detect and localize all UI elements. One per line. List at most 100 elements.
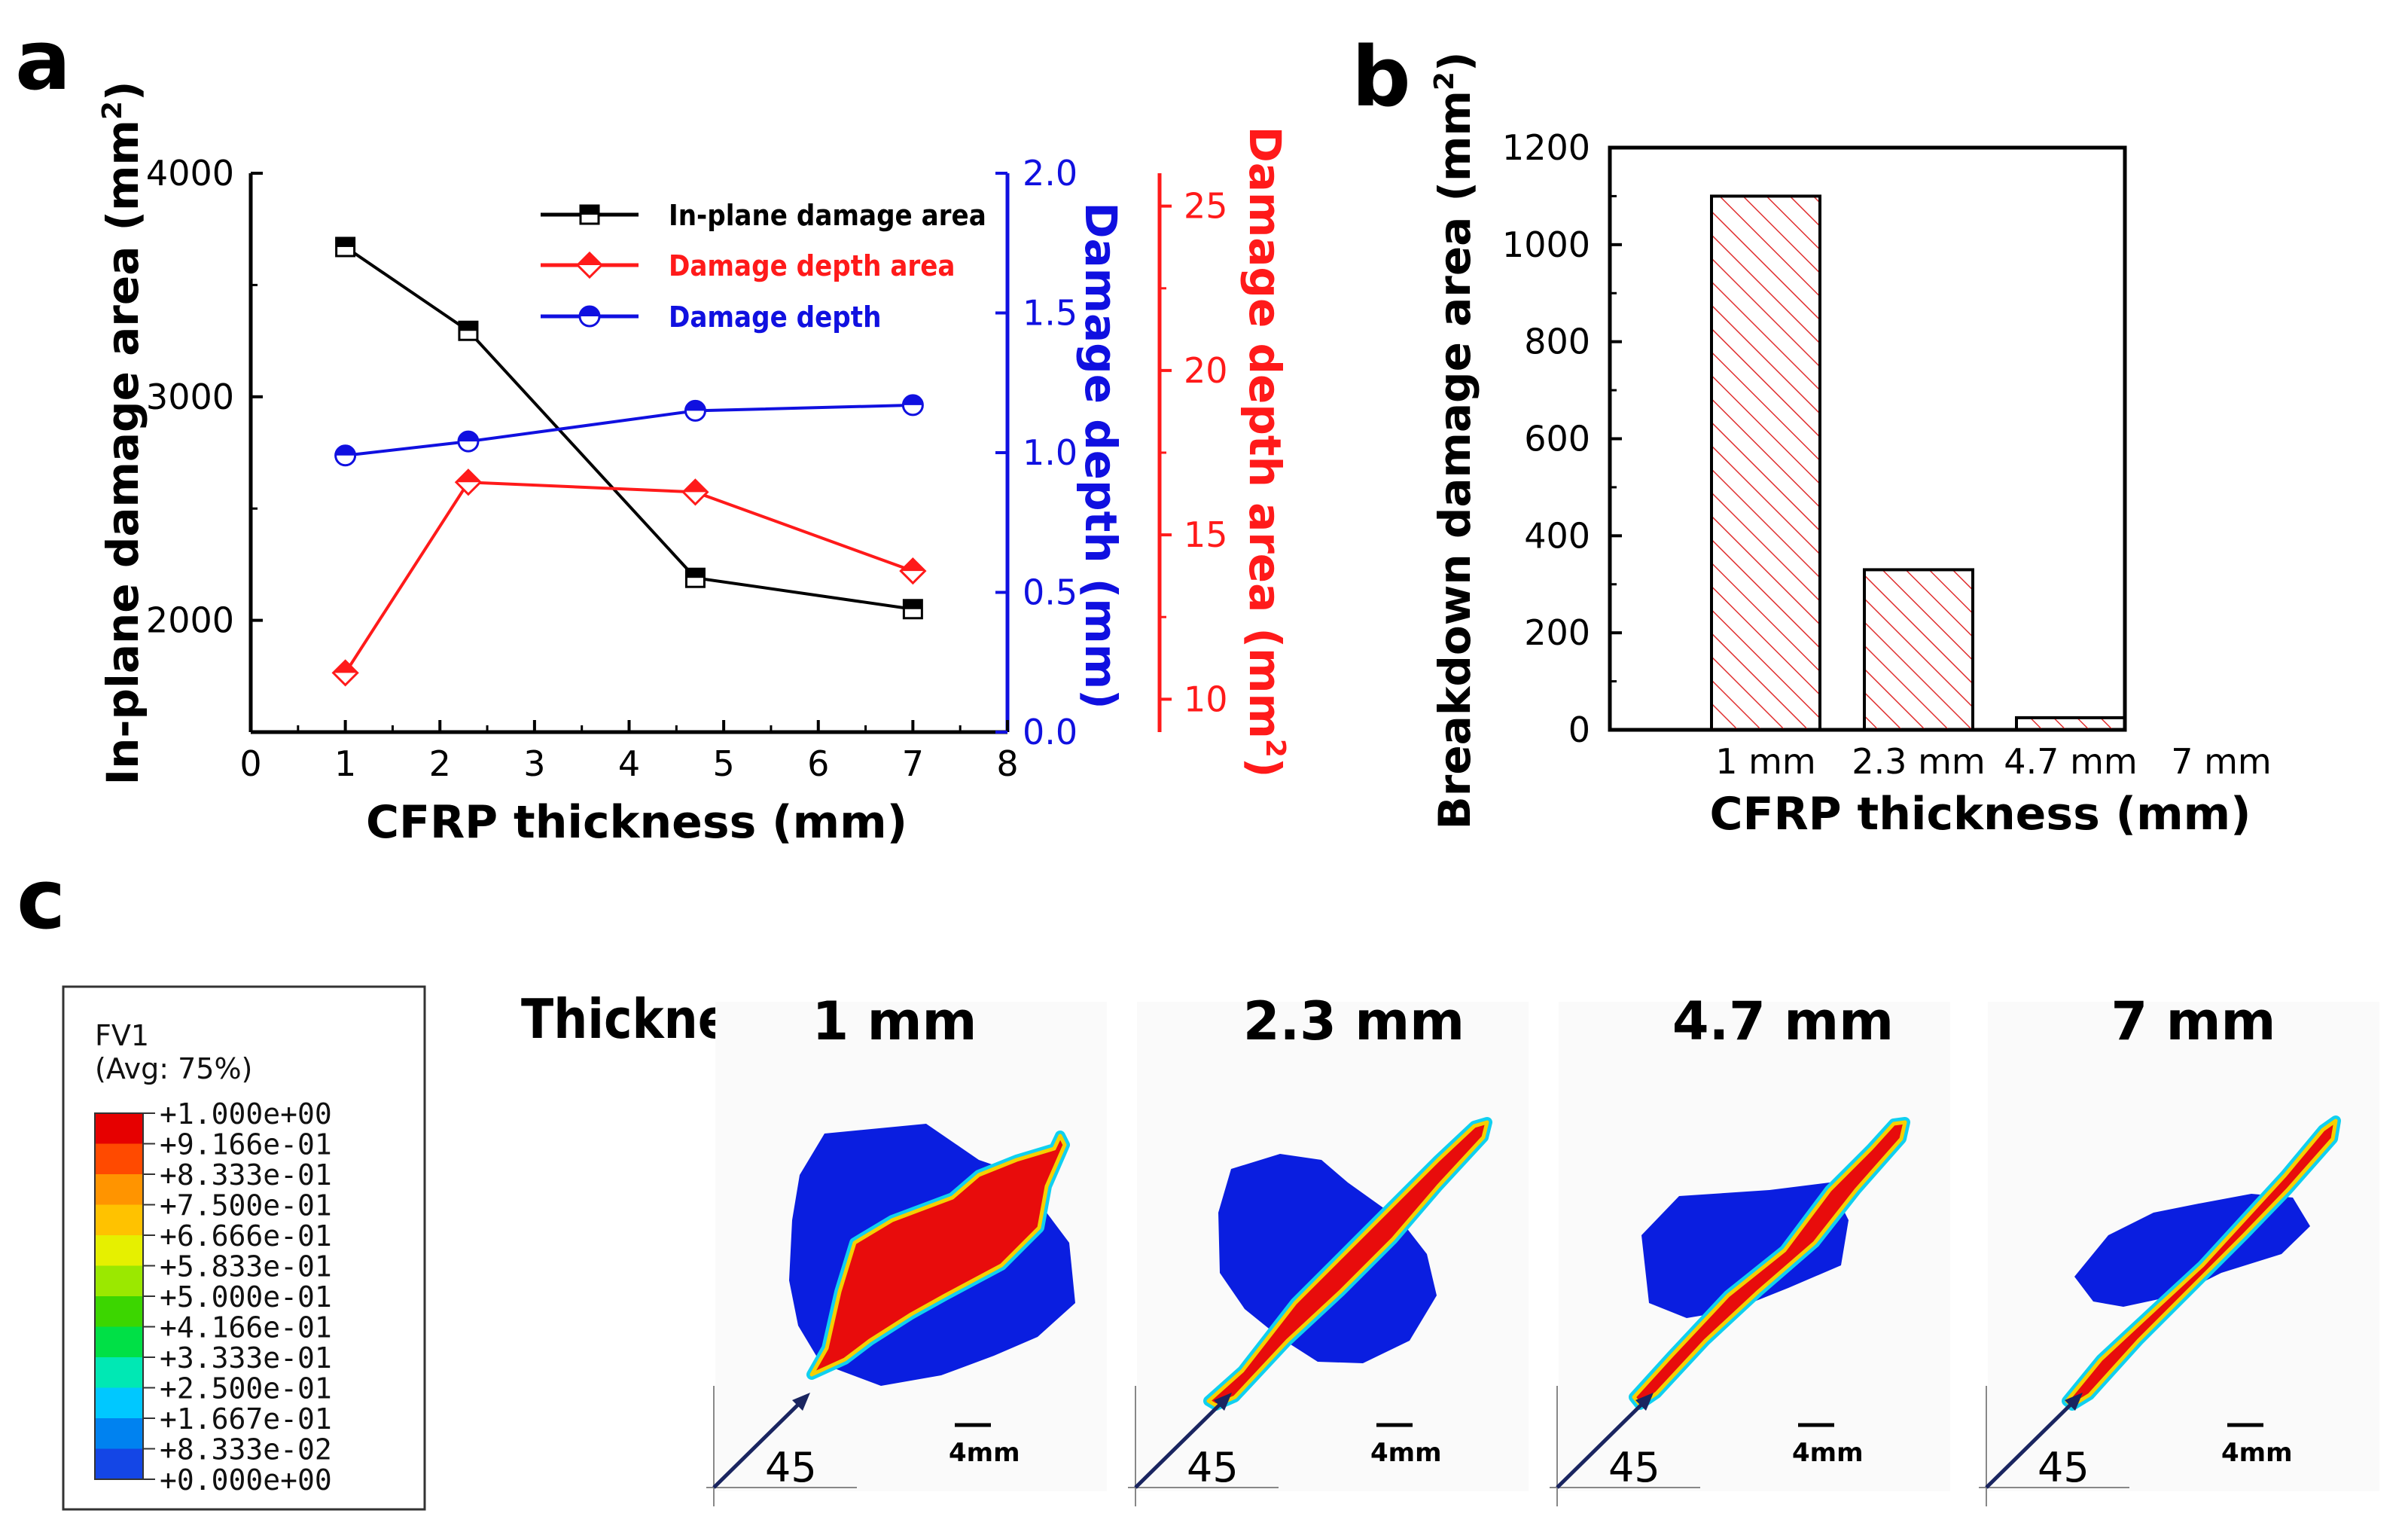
scale-label: 4mm [949, 1438, 1020, 1468]
left-axis-title: In-plane damage area (mm2) [97, 81, 148, 786]
series-0-point-fill [904, 600, 922, 609]
x-category-label: 4.7 mm [2004, 741, 2137, 782]
x-tick-label: 6 [807, 743, 829, 784]
legend-label: +1.667e-01 [160, 1402, 332, 1436]
right2-tick-label: 20 [1184, 350, 1228, 391]
legend-swatch [95, 1296, 143, 1327]
direction-arrow [1556, 1397, 1649, 1489]
x-tick-label: 3 [523, 743, 545, 784]
legend-marker [575, 251, 604, 279]
contour-legend: FV1(Avg: 75%)+1.000e+00+9.166e-01+8.333e… [62, 985, 426, 1511]
x-tick-label: 1 [334, 743, 356, 784]
scale-label: 4mm [1370, 1438, 1442, 1468]
series-0-point [902, 599, 923, 620]
y-tick-label: 400 [1524, 515, 1590, 556]
legend-swatch [95, 1357, 143, 1388]
x-tick-label: 4 [618, 743, 640, 784]
direction-arrowhead [792, 1393, 810, 1411]
right2-tick-label: 15 [1184, 514, 1228, 555]
thickness-label: 2.3 mm [1243, 990, 1465, 1052]
y-axis-title: Breakdown damage area (mm2) [1429, 52, 1480, 830]
legend-marker-fill [581, 206, 599, 215]
x-tick-label: 7 [902, 743, 924, 784]
series-2-point [457, 430, 480, 453]
legend-swatch [95, 1265, 143, 1296]
legend-swatch [95, 1204, 143, 1235]
right1-tick-label: 2.0 [1023, 153, 1078, 194]
legend-swatch [95, 1418, 143, 1449]
x-category-label: 2.3 mm [1852, 741, 1985, 782]
series-line-0 [344, 246, 913, 611]
scale-label: 4mm [1792, 1438, 1864, 1468]
series-1-point-fill [901, 559, 925, 572]
legend-title: FV1 [95, 1019, 149, 1052]
bar [1710, 194, 1821, 731]
right2-axis-title-sup: 2 [1260, 739, 1291, 758]
x-category-label: 1 mm [1715, 741, 1816, 782]
legend-swatch [95, 1326, 143, 1357]
legend-swatch [95, 1235, 143, 1266]
direction-arrowhead [1214, 1393, 1232, 1411]
legend-label: +1.000e+00 [160, 1097, 332, 1131]
x-tick-label: 2 [429, 743, 451, 784]
legend-label: Damage depth [669, 300, 881, 334]
right2-tick-label: 25 [1184, 186, 1228, 227]
series-0-point [335, 236, 356, 258]
series-1-point-fill [683, 480, 708, 493]
x-tick-label: 8 [996, 743, 1018, 784]
panel-a-letter: a [15, 12, 71, 108]
series-2-point-fill [458, 432, 478, 442]
series-1-point [681, 478, 709, 506]
scale-label: 4mm [2221, 1438, 2293, 1468]
angle-label: 45 [1608, 1444, 1660, 1491]
series-2-point [684, 399, 706, 422]
legend-label: +5.000e-01 [160, 1280, 332, 1314]
left-axis-title-main: In-plane damage area (mm [97, 120, 148, 785]
legend-label: +5.833e-01 [160, 1250, 332, 1283]
simulation-results: 45 4mm 1 mm 45 4mm 2.3 mm 45 4mm 4.7 mm 45 4mm 7 mm [706, 990, 2379, 1506]
x-tick-label: 5 [712, 743, 734, 784]
right2-axis-title-main: Damage depth area (mm [1239, 127, 1291, 739]
damage-zone-blue [1218, 1154, 1437, 1363]
legend-marker-fill [580, 307, 599, 316]
damage-zone-red [809, 1134, 1067, 1377]
chart-b: 0 200 400 600 800 1000 1200 1 mm 2.3 mm 4.7 mm 7 m… [1429, 52, 2272, 841]
panel-c-letter: c [17, 851, 66, 948]
thickness-label: 4.7 mm [1672, 990, 1894, 1052]
right1-axis-title: Damage depth (mm) [1075, 202, 1126, 709]
legend-swatch [95, 1448, 143, 1479]
x-axis-title: CFRP thickness (mm) [1709, 788, 2251, 841]
left-axis-title-end: ) [97, 81, 148, 102]
damage-zone-blue [1641, 1182, 1849, 1318]
series-0-point [684, 567, 706, 588]
damage-zone-red [2065, 1118, 2338, 1408]
legend-label: +3.333e-01 [160, 1341, 332, 1375]
legend-label: Damage depth area [669, 249, 955, 282]
y-tick-label: 600 [1524, 419, 1590, 459]
angle-label: 45 [765, 1444, 817, 1491]
y-tick-label: 0 [1568, 709, 1590, 750]
series-2-point-fill [335, 445, 355, 456]
specimen-1: 45 4mm [706, 1002, 1107, 1506]
right1-tick-label: 1.0 [1023, 432, 1078, 473]
right2-tick-label: 10 [1184, 679, 1228, 719]
specimen-3: 45 4mm [1550, 1002, 1950, 1506]
x-tick-label: 0 [239, 743, 261, 784]
right1-tick-label: 0.0 [1023, 712, 1078, 752]
direction-arrowhead [2065, 1393, 2083, 1411]
legend-marker [578, 305, 601, 328]
damage-zone-red [1632, 1120, 1907, 1407]
series-0-point-fill [686, 569, 705, 578]
series-line-2 [345, 403, 913, 457]
series-2-point [334, 444, 357, 467]
left-tick-label: 2000 [146, 600, 234, 641]
series-line-1 [343, 481, 914, 674]
legend-label: +6.666e-01 [160, 1219, 332, 1253]
y-tick-label: 1200 [1502, 127, 1590, 168]
damage-zone-red [1206, 1120, 1489, 1408]
panel-b-letter: b [1352, 29, 1411, 125]
y-tick-label: 1000 [1502, 224, 1590, 265]
y-axis-title-main: Breakdown damage area (mm [1429, 90, 1480, 829]
legend-label: +8.333e-02 [160, 1433, 332, 1466]
